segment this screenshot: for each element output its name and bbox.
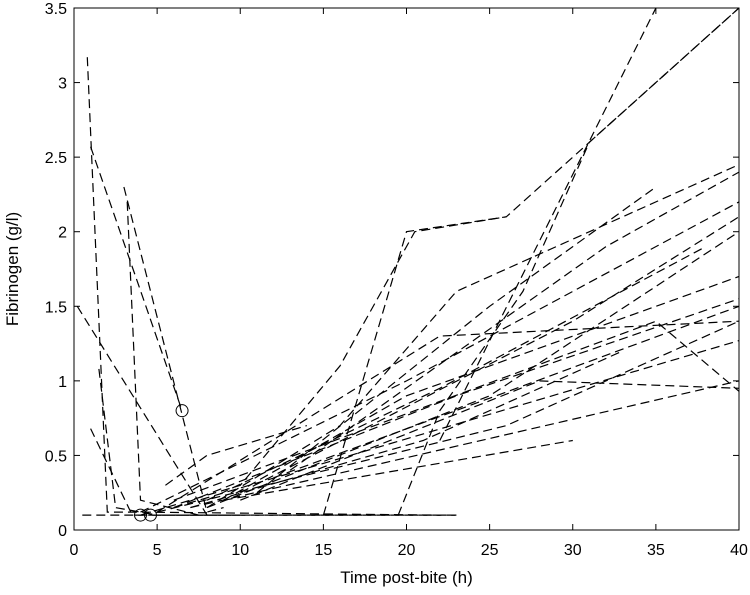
circle-marker-3 [175, 404, 189, 418]
y-tick-label: 0.5 [45, 448, 67, 465]
series-line-16 [173, 298, 739, 509]
x-tick-label: 5 [153, 542, 162, 559]
y-axis-title: Fibrinogen (g/l) [3, 212, 22, 326]
plot-frame [73, 7, 740, 531]
series-line-20 [223, 275, 739, 501]
y-tick-label: 1 [58, 374, 67, 391]
series-line-25 [156, 320, 739, 513]
series-line-18 [190, 380, 739, 509]
x-tick-label: 20 [398, 542, 416, 559]
series-line-1 [86, 57, 440, 516]
y-tick-label: 3 [58, 76, 67, 93]
x-tick-label: 0 [70, 542, 79, 559]
x-tick-label: 35 [647, 542, 665, 559]
x-axis-title: Time post-bite (h) [340, 568, 473, 587]
series-line-2 [90, 146, 183, 411]
series-line-27 [256, 186, 657, 494]
y-tick-label: 1.5 [45, 299, 67, 316]
plot-border [73, 7, 740, 531]
x-tick-label: 40 [730, 542, 748, 559]
circle-marker-2 [143, 508, 157, 522]
series-line-7 [123, 186, 224, 513]
series-line-19 [206, 231, 739, 509]
x-tick-label: 10 [231, 542, 249, 559]
axis-ticks: 0 5 10 15 20 25 30 35 40 0 0.5 1 1.5 2 2.5 3 3.5 [45, 1, 748, 559]
y-tick-label: 2.5 [45, 150, 67, 167]
circle-marker-1 [134, 508, 147, 522]
series-lines [76, 8, 739, 516]
series-line-5 [126, 201, 199, 516]
circle-markers [134, 404, 189, 522]
series-line-6 [76, 305, 208, 516]
series-line-28 [190, 350, 623, 509]
series-line-3 [90, 428, 241, 516]
series-line-13 [206, 164, 739, 509]
series-line-29 [289, 171, 739, 471]
series-line-10 [439, 8, 657, 441]
x-tick-label: 15 [314, 542, 332, 559]
series-line-30 [206, 246, 707, 501]
x-tick-label: 30 [564, 542, 582, 559]
series-line-15 [156, 320, 739, 513]
series-line-21 [240, 216, 739, 494]
series-line-31 [165, 425, 307, 486]
series-line-4 [98, 368, 457, 516]
y-tick-label: 0 [58, 523, 67, 540]
series-line-17 [173, 340, 739, 509]
series-line-12 [140, 216, 507, 516]
series-line-23 [273, 305, 739, 479]
series-line-11 [322, 8, 739, 516]
series-line-9 [397, 8, 739, 516]
series-line-24 [240, 380, 739, 501]
series-line-22 [173, 320, 739, 501]
y-tick-label: 3.5 [45, 1, 67, 18]
y-tick-label: 2 [58, 225, 67, 242]
series-line-14 [140, 201, 739, 513]
x-tick-label: 25 [481, 542, 499, 559]
series-line-26 [223, 439, 573, 501]
